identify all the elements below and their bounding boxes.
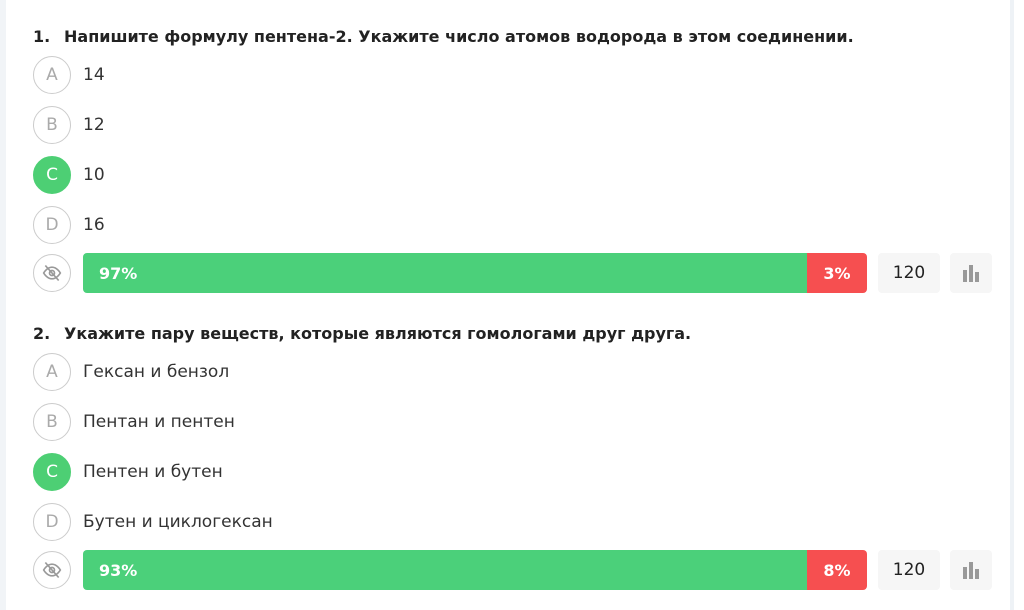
answer-option[interactable]: A Гексан и бензол (33, 347, 1003, 397)
answer-option[interactable]: B Пентан и пентен (33, 397, 1003, 447)
question-2: 2. Укажите пару веществ, которые являются… (33, 321, 1003, 591)
option-letter-badge: B (33, 106, 71, 144)
answer-option[interactable]: D 16 (33, 200, 1003, 250)
correct-percent: 93% (83, 550, 807, 590)
statistics-button[interactable] (950, 253, 992, 293)
bar-chart-icon (963, 265, 979, 282)
answer-stats: 93% 8% 120 (33, 549, 1003, 591)
hide-answers-button[interactable] (33, 254, 71, 292)
option-text: Пентен и бутен (83, 462, 223, 482)
hide-answers-button[interactable] (33, 551, 71, 589)
result-bar: 93% 8% (83, 550, 867, 590)
answer-count: 120 (878, 550, 940, 590)
bar-chart-icon (963, 562, 979, 579)
answer-stats: 97% 3% 120 (33, 252, 1003, 294)
eye-off-icon (42, 561, 62, 579)
option-text: 12 (83, 115, 105, 135)
question-1: 1. Напишите формулу пентена-2. Укажите чи… (33, 24, 1003, 294)
option-letter-badge: A (33, 353, 71, 391)
statistics-button[interactable] (950, 550, 992, 590)
question-title: 1. Напишите формулу пентена-2. Укажите чи… (33, 27, 854, 46)
option-text: Пентан и пентен (83, 412, 235, 432)
answer-count: 120 (878, 253, 940, 293)
option-letter-badge: D (33, 206, 71, 244)
option-letter-badge: A (33, 56, 71, 94)
eye-off-icon (42, 264, 62, 282)
answer-option[interactable]: C Пентен и бутен (33, 447, 1003, 497)
answer-option[interactable]: A 14 (33, 50, 1003, 100)
wrong-percent: 8% (807, 550, 867, 590)
answer-option[interactable]: B 12 (33, 100, 1003, 150)
option-text: 14 (83, 65, 105, 85)
option-text: 16 (83, 215, 105, 235)
option-letter-badge: B (33, 403, 71, 441)
answer-option[interactable]: C 10 (33, 150, 1003, 200)
option-text: Гексан и бензол (83, 362, 230, 382)
option-letter-badge: C (33, 453, 71, 491)
result-bar: 97% 3% (83, 253, 867, 293)
wrong-percent: 3% (807, 253, 867, 293)
answer-option[interactable]: D Бутен и циклогексан (33, 497, 1003, 547)
option-letter-badge: D (33, 503, 71, 541)
option-text: 10 (83, 165, 105, 185)
option-letter-badge: C (33, 156, 71, 194)
correct-percent: 97% (83, 253, 807, 293)
question-title: 2. Укажите пару веществ, которые являются… (33, 324, 692, 343)
option-text: Бутен и циклогексан (83, 512, 273, 532)
